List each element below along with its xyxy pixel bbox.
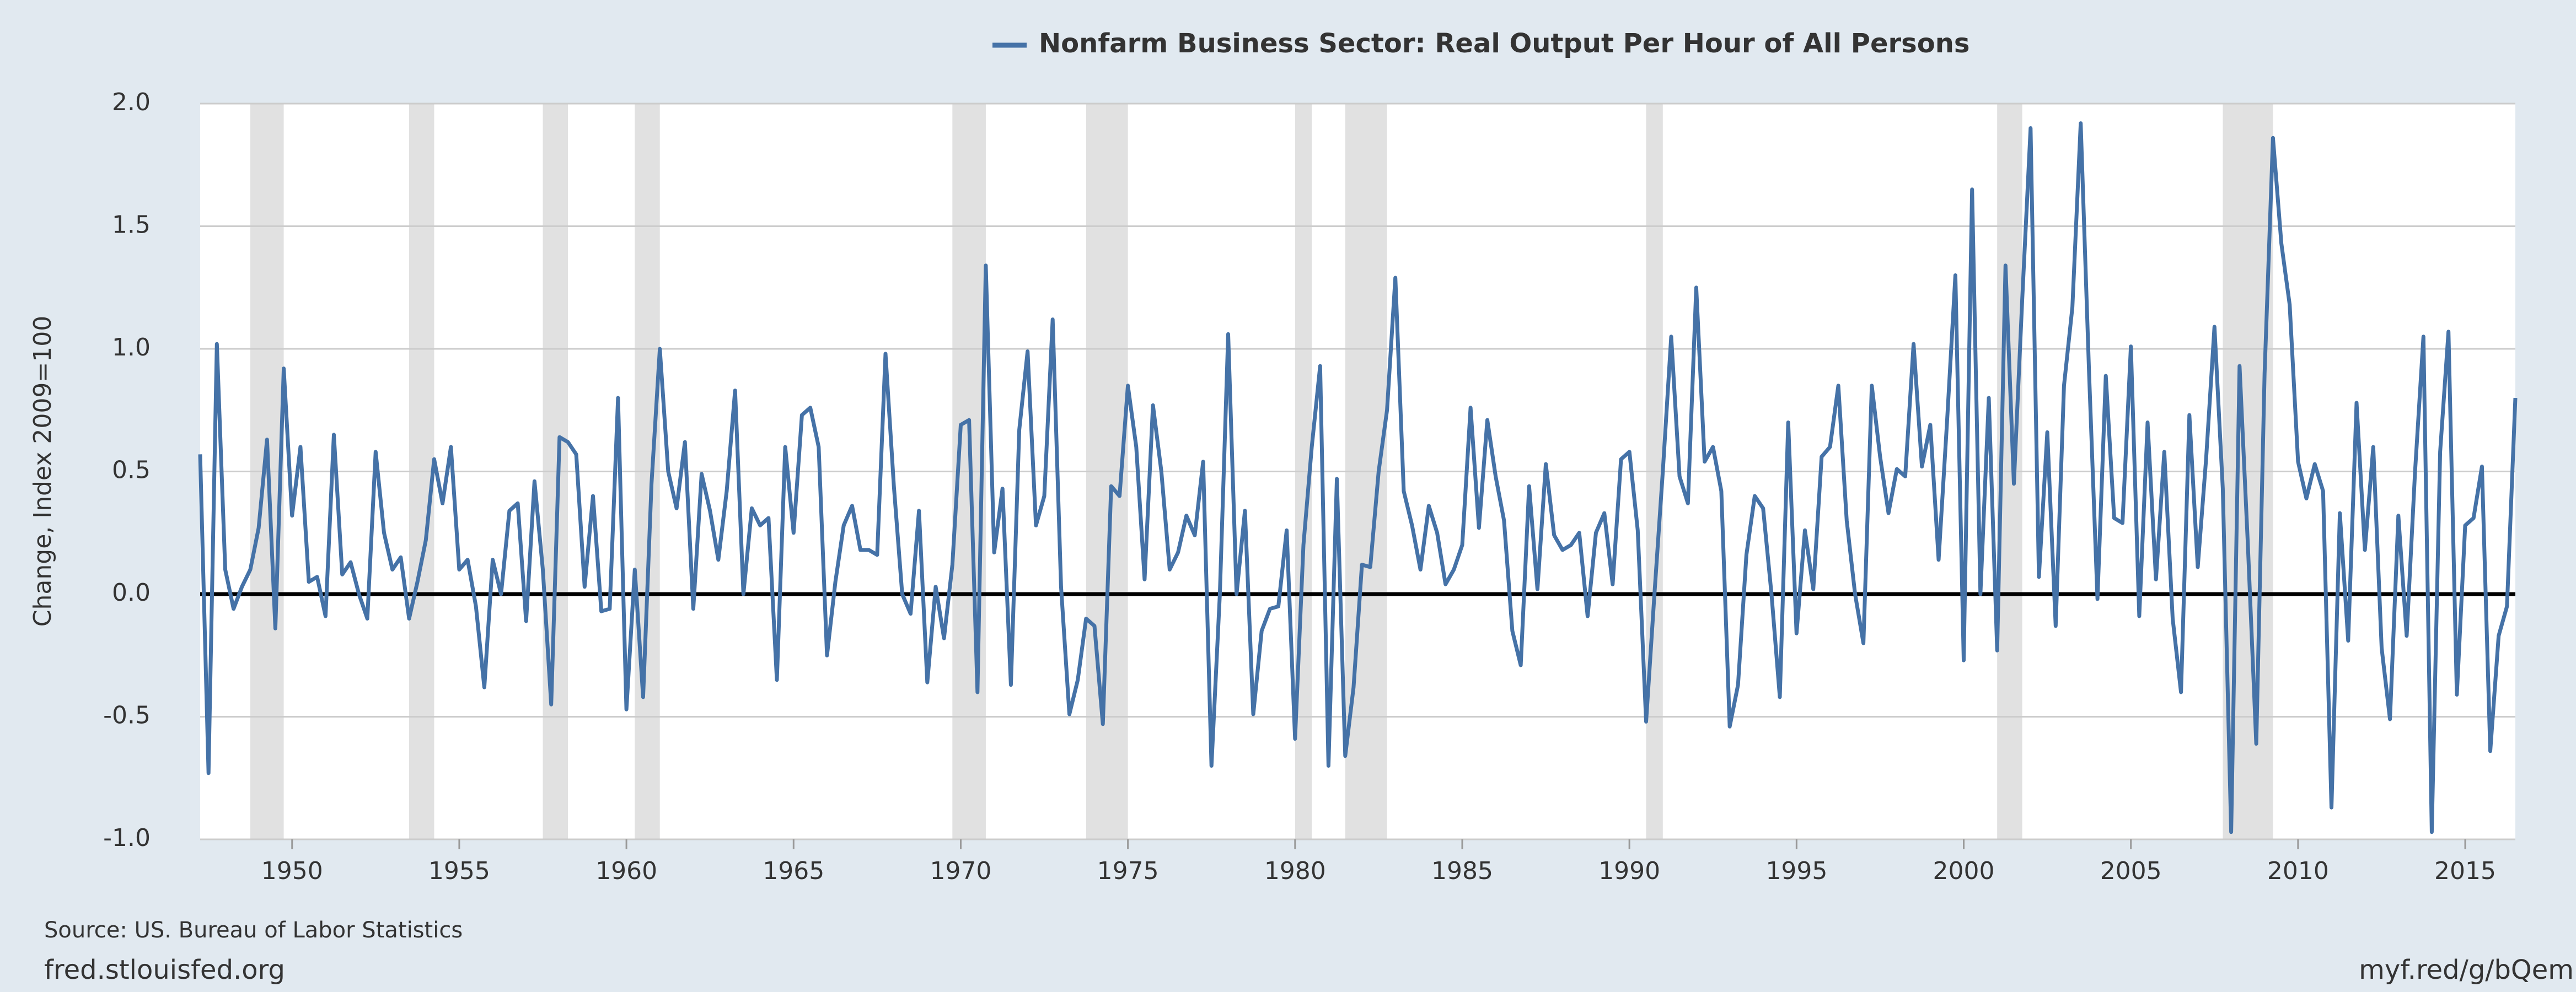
x-tick-label: 1975 — [1097, 857, 1159, 885]
site: fred.stlouisfed.org — [44, 955, 285, 985]
legend-label: Nonfarm Business Sector: Real Output Per… — [1039, 28, 1969, 59]
y-tick-label: 1.0 — [112, 333, 151, 362]
x-tick-label: 1965 — [763, 857, 824, 885]
x-tick-label: 1980 — [1264, 857, 1326, 885]
y-tick-label: 0.0 — [112, 579, 151, 607]
link[interactable]: myf.red/g/bQem — [2359, 955, 2574, 985]
x-tick-label: 1985 — [1431, 857, 1493, 885]
x-tick-label: 1990 — [1598, 857, 1660, 885]
y-tick-label: 0.5 — [112, 456, 151, 484]
y-axis-title: Change, Index 2009=100 — [29, 316, 57, 627]
y-tick-label: -0.5 — [103, 702, 151, 730]
x-tick-label: 1950 — [261, 857, 323, 885]
x-tick-label: 2010 — [2267, 857, 2329, 885]
x-tick-label: 2015 — [2434, 857, 2496, 885]
y-tick-label: -1.0 — [103, 824, 151, 852]
x-tick-label: 1960 — [595, 857, 657, 885]
y-tick-label: 1.5 — [112, 211, 151, 239]
source: Source: US. Bureau of Labor Statistics — [44, 918, 463, 943]
x-tick-label: 2005 — [2100, 857, 2162, 885]
x-tick-label: 1955 — [428, 857, 490, 885]
y-tick-label: 2.0 — [112, 88, 151, 116]
series-line — [198, 121, 2518, 834]
x-tick-label: 1970 — [930, 857, 991, 885]
x-tick-label: 1995 — [1765, 857, 1827, 885]
x-tick-label: 2000 — [1933, 857, 1995, 885]
